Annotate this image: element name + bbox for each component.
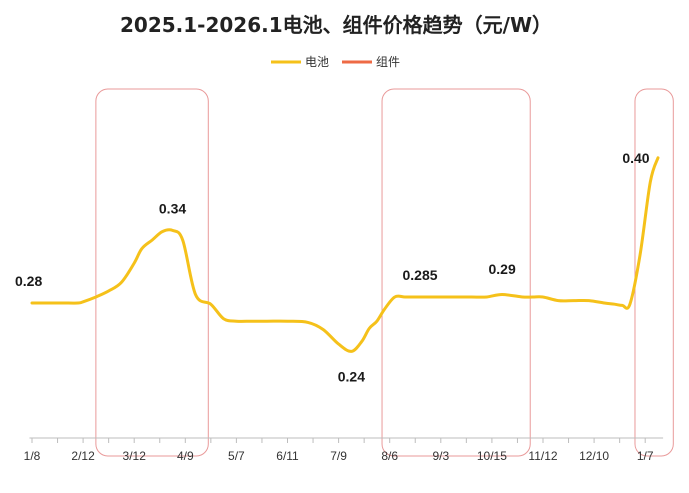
highlight-box (95, 88, 209, 457)
x-tick-label: 9/3 (432, 449, 449, 463)
legend-item-battery[interactable]: 电池 (271, 55, 329, 69)
data-label: 0.34 (159, 200, 186, 216)
series-lines (30, 156, 660, 353)
x-tick-label: 10/15 (477, 449, 507, 463)
x-tick-label: 6/11 (276, 449, 299, 463)
data-labels: 0.690.750.6850.690.6980.280.340.240.2850… (15, 150, 650, 385)
x-tick-label: 4/9 (177, 449, 194, 463)
x-tick-label: 5/7 (228, 449, 245, 463)
x-tick-label: 11/12 (528, 449, 557, 463)
x-tick-label: 3/12 (123, 449, 147, 463)
highlight-boxes (95, 88, 674, 457)
x-tick-label: 8/6 (381, 449, 398, 463)
highlight-box (381, 88, 531, 457)
data-label: 0.285 (403, 267, 438, 283)
data-label: 0.24 (338, 368, 365, 384)
x-axis: 1/8 2/12 3/12 4/9 5/7 6/11 7/9 8/6 9/3 10/15 11/12… (24, 437, 664, 463)
x-tick-label: 2/12 (71, 449, 95, 463)
x-tick-label: 7/9 (330, 449, 347, 463)
legend: 电池 组件 (271, 55, 400, 69)
x-tick-label: 1/8 (24, 449, 41, 463)
legend-label-battery: 电池 (305, 55, 329, 69)
legend-label-module: 组件 (376, 55, 400, 69)
highlight-box (634, 88, 674, 457)
data-label: 0.28 (15, 273, 42, 289)
legend-item-module[interactable]: 组件 (342, 55, 400, 69)
x-tick-label: 12/10 (579, 449, 609, 463)
series-line[interactable] (30, 156, 660, 353)
chart-title: 2025.1-2026.1电池、组件价格趋势（元/W） (120, 13, 552, 37)
x-tick-label: 1/7 (637, 449, 654, 463)
data-label: 0.29 (488, 261, 515, 277)
data-label: 0.40 (622, 150, 649, 166)
